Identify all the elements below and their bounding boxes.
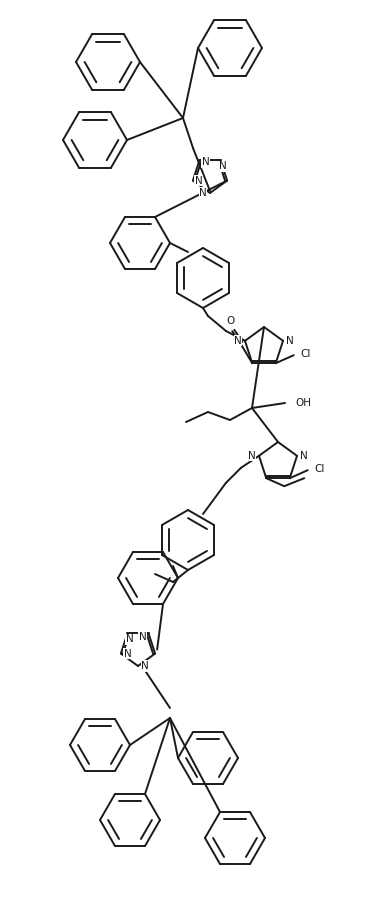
Text: O: O (226, 317, 234, 327)
Text: N: N (300, 451, 308, 461)
Text: N: N (234, 336, 242, 345)
Text: N: N (139, 632, 147, 642)
Text: N: N (195, 176, 203, 186)
Text: N: N (199, 188, 207, 198)
Text: N: N (248, 451, 256, 461)
Text: N: N (125, 634, 133, 644)
Text: N: N (202, 158, 209, 168)
Text: Cl: Cl (314, 465, 325, 474)
Text: N: N (124, 649, 132, 658)
Text: Cl: Cl (300, 349, 311, 359)
Text: N: N (141, 661, 149, 671)
Text: N: N (219, 161, 226, 171)
Text: N: N (286, 336, 294, 345)
Text: OH: OH (295, 398, 311, 408)
